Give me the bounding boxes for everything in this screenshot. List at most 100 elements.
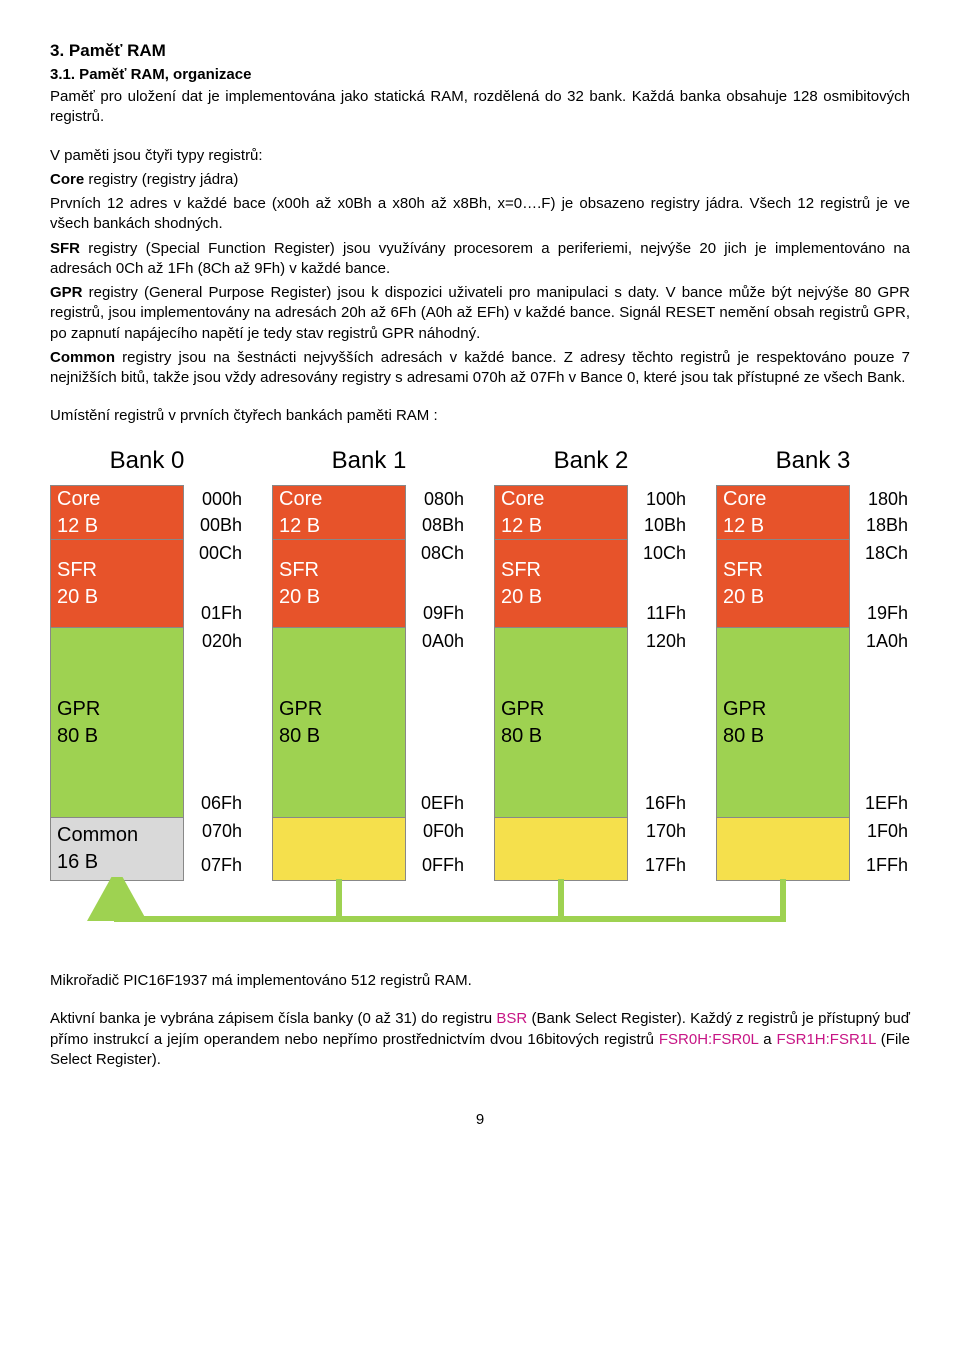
addr-bot: 09Fh <box>406 601 464 627</box>
mem-segment: SFR20 B <box>51 540 183 628</box>
addr-bot: 16Fh <box>628 791 686 817</box>
mem-segment: SFR20 B <box>273 540 405 628</box>
para-gpr: GPR registry (General Purpose Register) … <box>50 283 910 344</box>
addr-bot: 19Fh <box>850 601 908 627</box>
seg-size: 80 B <box>57 723 183 750</box>
addr-bot: 0EFh <box>406 791 464 817</box>
addr-top: 120h <box>628 627 686 653</box>
bank-column: Bank 0Core12 BSFR20 BGPR80 BCommon16 B00… <box>50 445 244 881</box>
seg-size: 16 B <box>57 849 183 876</box>
addr-top: 1A0h <box>850 627 908 653</box>
seg-name: SFR <box>57 557 183 584</box>
mem-segment <box>495 818 627 880</box>
para-core: Core registry (registry jádra) <box>50 170 910 190</box>
seg-size: 80 B <box>723 723 849 750</box>
diagram-caption: Umístění registrů v prvních čtyřech bank… <box>50 406 910 426</box>
addr-bot: 17Fh <box>628 853 686 879</box>
addr-range: 10Ch 11Fh <box>628 539 688 627</box>
mem-segment: Core12 B <box>273 486 405 540</box>
addr-top: 100h <box>628 485 686 511</box>
seg-name: SFR <box>723 557 849 584</box>
footer-512: Mikrořadič PIC16F1937 má implementováno … <box>50 971 910 991</box>
addr-bot: 06Fh <box>184 791 242 817</box>
seg-size: 12 B <box>501 513 627 540</box>
seg-name: SFR <box>279 557 405 584</box>
addr-bot: 01Fh <box>184 601 242 627</box>
addr-range: 0F0h 0FFh <box>406 817 466 879</box>
addr-top: 1F0h <box>850 817 908 843</box>
addr-top: 08Ch <box>406 539 464 565</box>
addr-bot: 18Bh <box>850 513 908 539</box>
sfr-text: registry (Special Function Register) jso… <box>50 240 910 277</box>
mem-segment: GPR80 B <box>717 628 849 818</box>
bsr-reg: BSR <box>496 1010 527 1027</box>
heading-3-1: 3.1. Paměť RAM, organizace <box>50 65 910 85</box>
core-label: Core <box>50 171 84 188</box>
addr-range: 0A0h0EFh <box>406 627 466 817</box>
fsr1-reg: FSR1H:FSR1L <box>776 1031 875 1048</box>
addr-bot: 11Fh <box>628 601 686 627</box>
para-common: Common registry jsou na šestnácti nejvyš… <box>50 348 910 389</box>
mem-segment: Common16 B <box>51 818 183 880</box>
para-intro: Paměť pro uložení dat je implementována … <box>50 87 910 128</box>
addr-top: 070h <box>184 817 242 843</box>
gpr-label: GPR <box>50 284 83 301</box>
mem-segment: Core12 B <box>495 486 627 540</box>
bank-title: Bank 0 <box>50 445 244 477</box>
addr-top: 0F0h <box>406 817 464 843</box>
addr-range: 080h08Bh <box>406 485 466 539</box>
addr-top: 180h <box>850 485 908 511</box>
mem-segment: Core12 B <box>717 486 849 540</box>
footer-bsr: Aktivní banka je vybrána zápisem čísla b… <box>50 1009 910 1070</box>
heading-3: 3. Paměť RAM <box>50 40 910 63</box>
mem-segment <box>717 818 849 880</box>
seg-size: 20 B <box>57 584 183 611</box>
addr-range: 100h10Bh <box>628 485 688 539</box>
gpr-text: registry (General Purpose Register) jsou… <box>50 284 910 342</box>
seg-name: Core <box>501 486 627 513</box>
addr-range: 000h00Bh <box>184 485 244 539</box>
addr-bot: 1EFh <box>850 791 908 817</box>
bank-title: Bank 1 <box>272 445 466 477</box>
addr-top: 00Ch <box>184 539 242 565</box>
addr-top: 18Ch <box>850 539 908 565</box>
seg-name: GPR <box>279 696 405 723</box>
seg-size: 12 B <box>57 513 183 540</box>
bank-title: Bank 2 <box>494 445 688 477</box>
addr-top: 020h <box>184 627 242 653</box>
addr-range: 180h18Bh <box>850 485 910 539</box>
mem-segment: Core12 B <box>51 486 183 540</box>
addr-range: 00Ch 01Fh <box>184 539 244 627</box>
para-types-intro: V paměti jsou čtyři typy registrů: <box>50 146 910 166</box>
addr-range: 1A0h 1EFh <box>850 627 910 817</box>
seg-name: Core <box>723 486 849 513</box>
para-sfr: SFR registry (Special Function Register)… <box>50 239 910 280</box>
seg-size: 80 B <box>501 723 627 750</box>
bank-column: Bank 3 Core12 B SFR20 B GPR80 B 180h18Bh18Ch… <box>716 445 910 881</box>
addr-range: 070h 07Fh <box>184 817 244 879</box>
addr-bot: 0FFh <box>406 853 464 879</box>
seg-size: 12 B <box>279 513 405 540</box>
addr-range: 08Ch 09Fh <box>406 539 466 627</box>
bank-column: Bank 2Core12 BSFR20 BGPR80 B100h10Bh10Ch… <box>494 445 688 881</box>
seg-name: SFR <box>501 557 627 584</box>
seg-name: Core <box>279 486 405 513</box>
mem-segment: GPR80 B <box>273 628 405 818</box>
common-label: Common <box>50 349 115 366</box>
seg-size: 80 B <box>279 723 405 750</box>
bank-column: Bank 1Core12 BSFR20 BGPR80 B080h08Bh08Ch… <box>272 445 466 881</box>
seg-size: 20 B <box>723 584 849 611</box>
bank-title: Bank 3 <box>716 445 910 477</box>
addr-range: 020h 06Fh <box>184 627 244 817</box>
addr-bot: 07Fh <box>184 853 242 879</box>
seg-size: 20 B <box>501 584 627 611</box>
seg-size: 12 B <box>723 513 849 540</box>
addr-top: 080h <box>406 485 464 511</box>
sfr-label: SFR <box>50 240 80 257</box>
mem-segment <box>273 818 405 880</box>
seg-name: Common <box>57 822 183 849</box>
common-arrow-icon <box>50 877 910 947</box>
addr-top: 10Ch <box>628 539 686 565</box>
addr-range: 18Ch 19Fh <box>850 539 910 627</box>
core-text: registry (registry jádra) <box>84 171 238 188</box>
